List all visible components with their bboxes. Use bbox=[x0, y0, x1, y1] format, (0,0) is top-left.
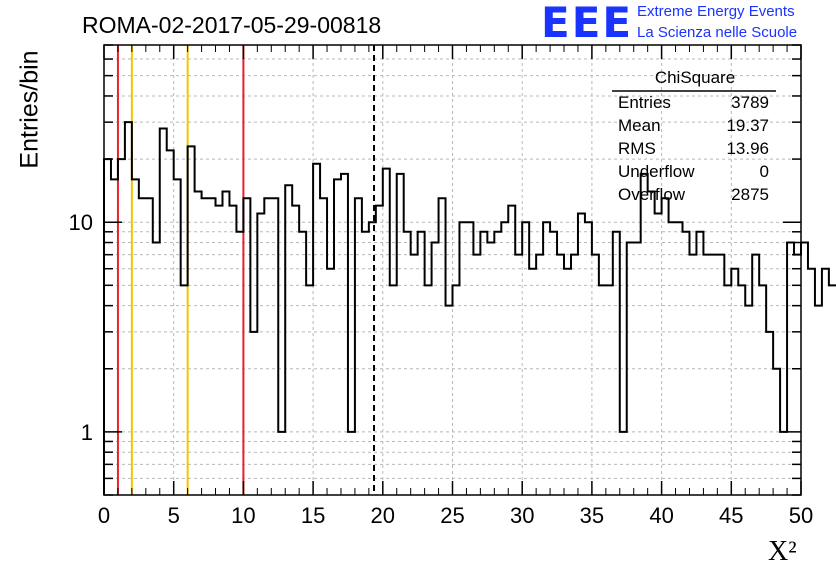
stats-label: Entries bbox=[618, 93, 671, 112]
x-tick-label: 10 bbox=[231, 503, 255, 528]
logo-line-1: Extreme Energy Events bbox=[637, 3, 795, 20]
x-tick-label: 40 bbox=[649, 503, 673, 528]
reference-lines bbox=[116, 45, 776, 495]
stats-title: ChiSquare bbox=[654, 68, 736, 87]
stats-row-underflow: Underflow 0 bbox=[618, 162, 769, 184]
y-tick-label: 1 bbox=[81, 420, 93, 445]
stats-value: 13.96 bbox=[726, 139, 769, 158]
y-tick-label: 10 bbox=[69, 210, 93, 235]
stats-label: Overflow bbox=[618, 185, 686, 204]
stats-row-entries: Entries 3789 bbox=[618, 93, 769, 115]
x-tick-label: 20 bbox=[371, 503, 395, 528]
x-tick-label: 25 bbox=[440, 503, 464, 528]
logo-line-2: La Scienza nelle Scuole bbox=[637, 24, 798, 41]
axis-ticks: 0 5 10 15 20 25 30 35 40 45 50 1 10 bbox=[69, 44, 813, 528]
stats-row-mean: Mean 19.37 bbox=[618, 116, 769, 138]
stats-label: Mean bbox=[618, 116, 661, 135]
x-tick-label: 45 bbox=[719, 503, 743, 528]
stats-row-rms: RMS 13.96 bbox=[618, 139, 769, 161]
stats-value: 19.37 bbox=[726, 116, 769, 135]
stats-label: RMS bbox=[618, 139, 656, 158]
x-tick-label: 5 bbox=[168, 503, 180, 528]
x-tick-label: 0 bbox=[98, 503, 110, 528]
x-tick-label: 15 bbox=[301, 503, 325, 528]
y-axis-label: Entries/bin bbox=[15, 50, 44, 169]
x-axis-label: X² bbox=[768, 536, 797, 567]
x-tick-label: 30 bbox=[510, 503, 534, 528]
stats-value: 0 bbox=[759, 162, 769, 181]
stats-row-overflow: Overflow 2875 bbox=[618, 185, 769, 207]
stats-value: 2875 bbox=[731, 185, 769, 204]
stats-value: 3789 bbox=[731, 93, 769, 112]
x-tick-label: 50 bbox=[789, 503, 813, 528]
histogram-outline bbox=[103, 121, 836, 495]
stats-label: Underflow bbox=[618, 162, 695, 181]
chart-title: ROMA-02-2017-05-29-00818 bbox=[82, 12, 382, 38]
x-tick-label: 35 bbox=[580, 503, 604, 528]
eee-logo: EEE bbox=[541, 0, 634, 47]
